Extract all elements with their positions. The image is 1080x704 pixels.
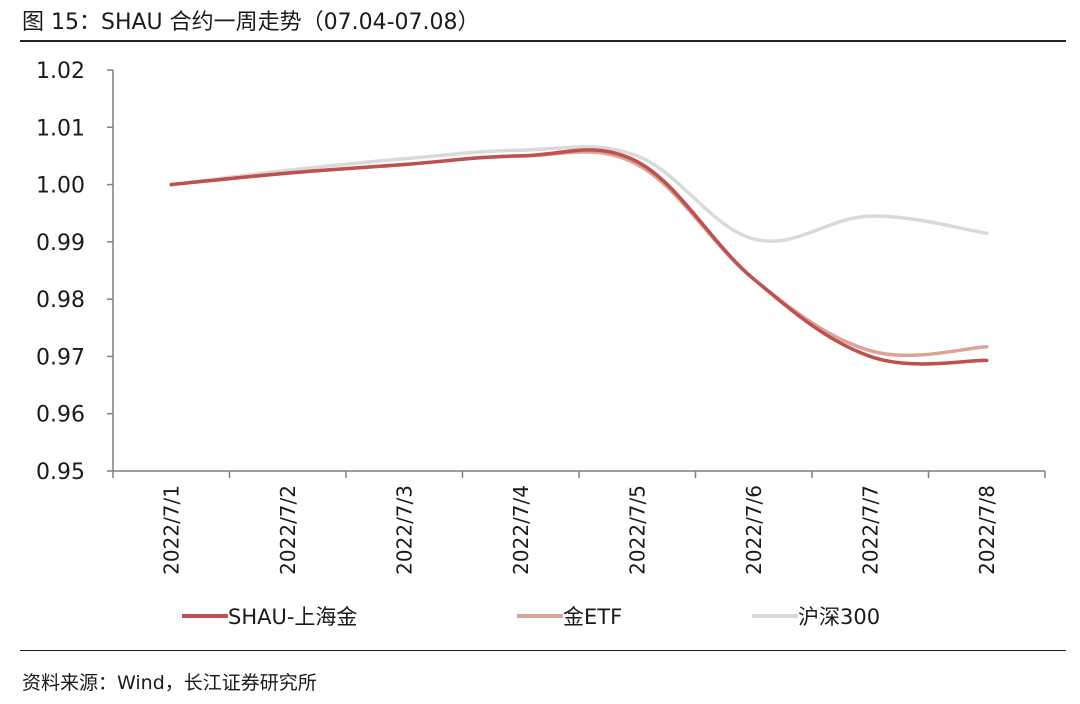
y-tick-label: 1.01	[36, 116, 85, 141]
series-line-0	[169, 148, 989, 366]
footer-divider	[20, 650, 1066, 651]
x-tick-label: 2022/7/4	[509, 485, 533, 575]
y-axis: 1.02 1.01 1.00 0.99 0.98 0.97 0.96 0.95	[36, 59, 114, 485]
y-tick-label: 0.99	[36, 231, 85, 256]
legend-label: 沪深300	[798, 605, 880, 629]
legend: SHAU-上海金 金ETF 沪深300	[182, 605, 880, 629]
legend-label: 金ETF	[563, 605, 622, 629]
series-lines	[169, 145, 989, 366]
title-divider	[20, 40, 1066, 42]
y-tick-label: 1.00	[36, 174, 85, 199]
y-tick-label: 1.02	[36, 59, 85, 84]
x-tick-label: 2022/7/3	[392, 485, 416, 575]
x-tick-label: 2022/7/1	[159, 485, 183, 575]
y-tick-label: 0.98	[36, 288, 85, 313]
legend-label: SHAU-上海金	[228, 605, 357, 629]
y-tick-label: 0.97	[36, 345, 85, 370]
y-tick-label: 0.96	[36, 403, 85, 428]
chart-title: 图 15：SHAU 合约一周走势（07.04-07.08）	[22, 10, 480, 35]
x-tick-label: 2022/7/2	[276, 485, 300, 575]
line-chart: 1.02 1.01 1.00 0.99 0.98 0.97 0.96 0.95 2022/7/…	[36, 59, 1046, 629]
x-axis: 2022/7/1 2022/7/2 2022/7/3 2022/7/4 2022/7/5…	[112, 470, 1046, 575]
series-line-2	[169, 145, 989, 243]
series-line-1	[169, 150, 989, 358]
x-tick-label: 2022/7/5	[625, 485, 649, 575]
y-tick-label: 0.95	[36, 460, 85, 485]
x-tick-label: 2022/7/6	[742, 485, 766, 575]
x-tick-label: 2022/7/8	[975, 485, 999, 575]
x-tick-label: 2022/7/7	[858, 485, 882, 575]
source-note: 资料来源：Wind，长江证券研究所	[22, 672, 317, 694]
